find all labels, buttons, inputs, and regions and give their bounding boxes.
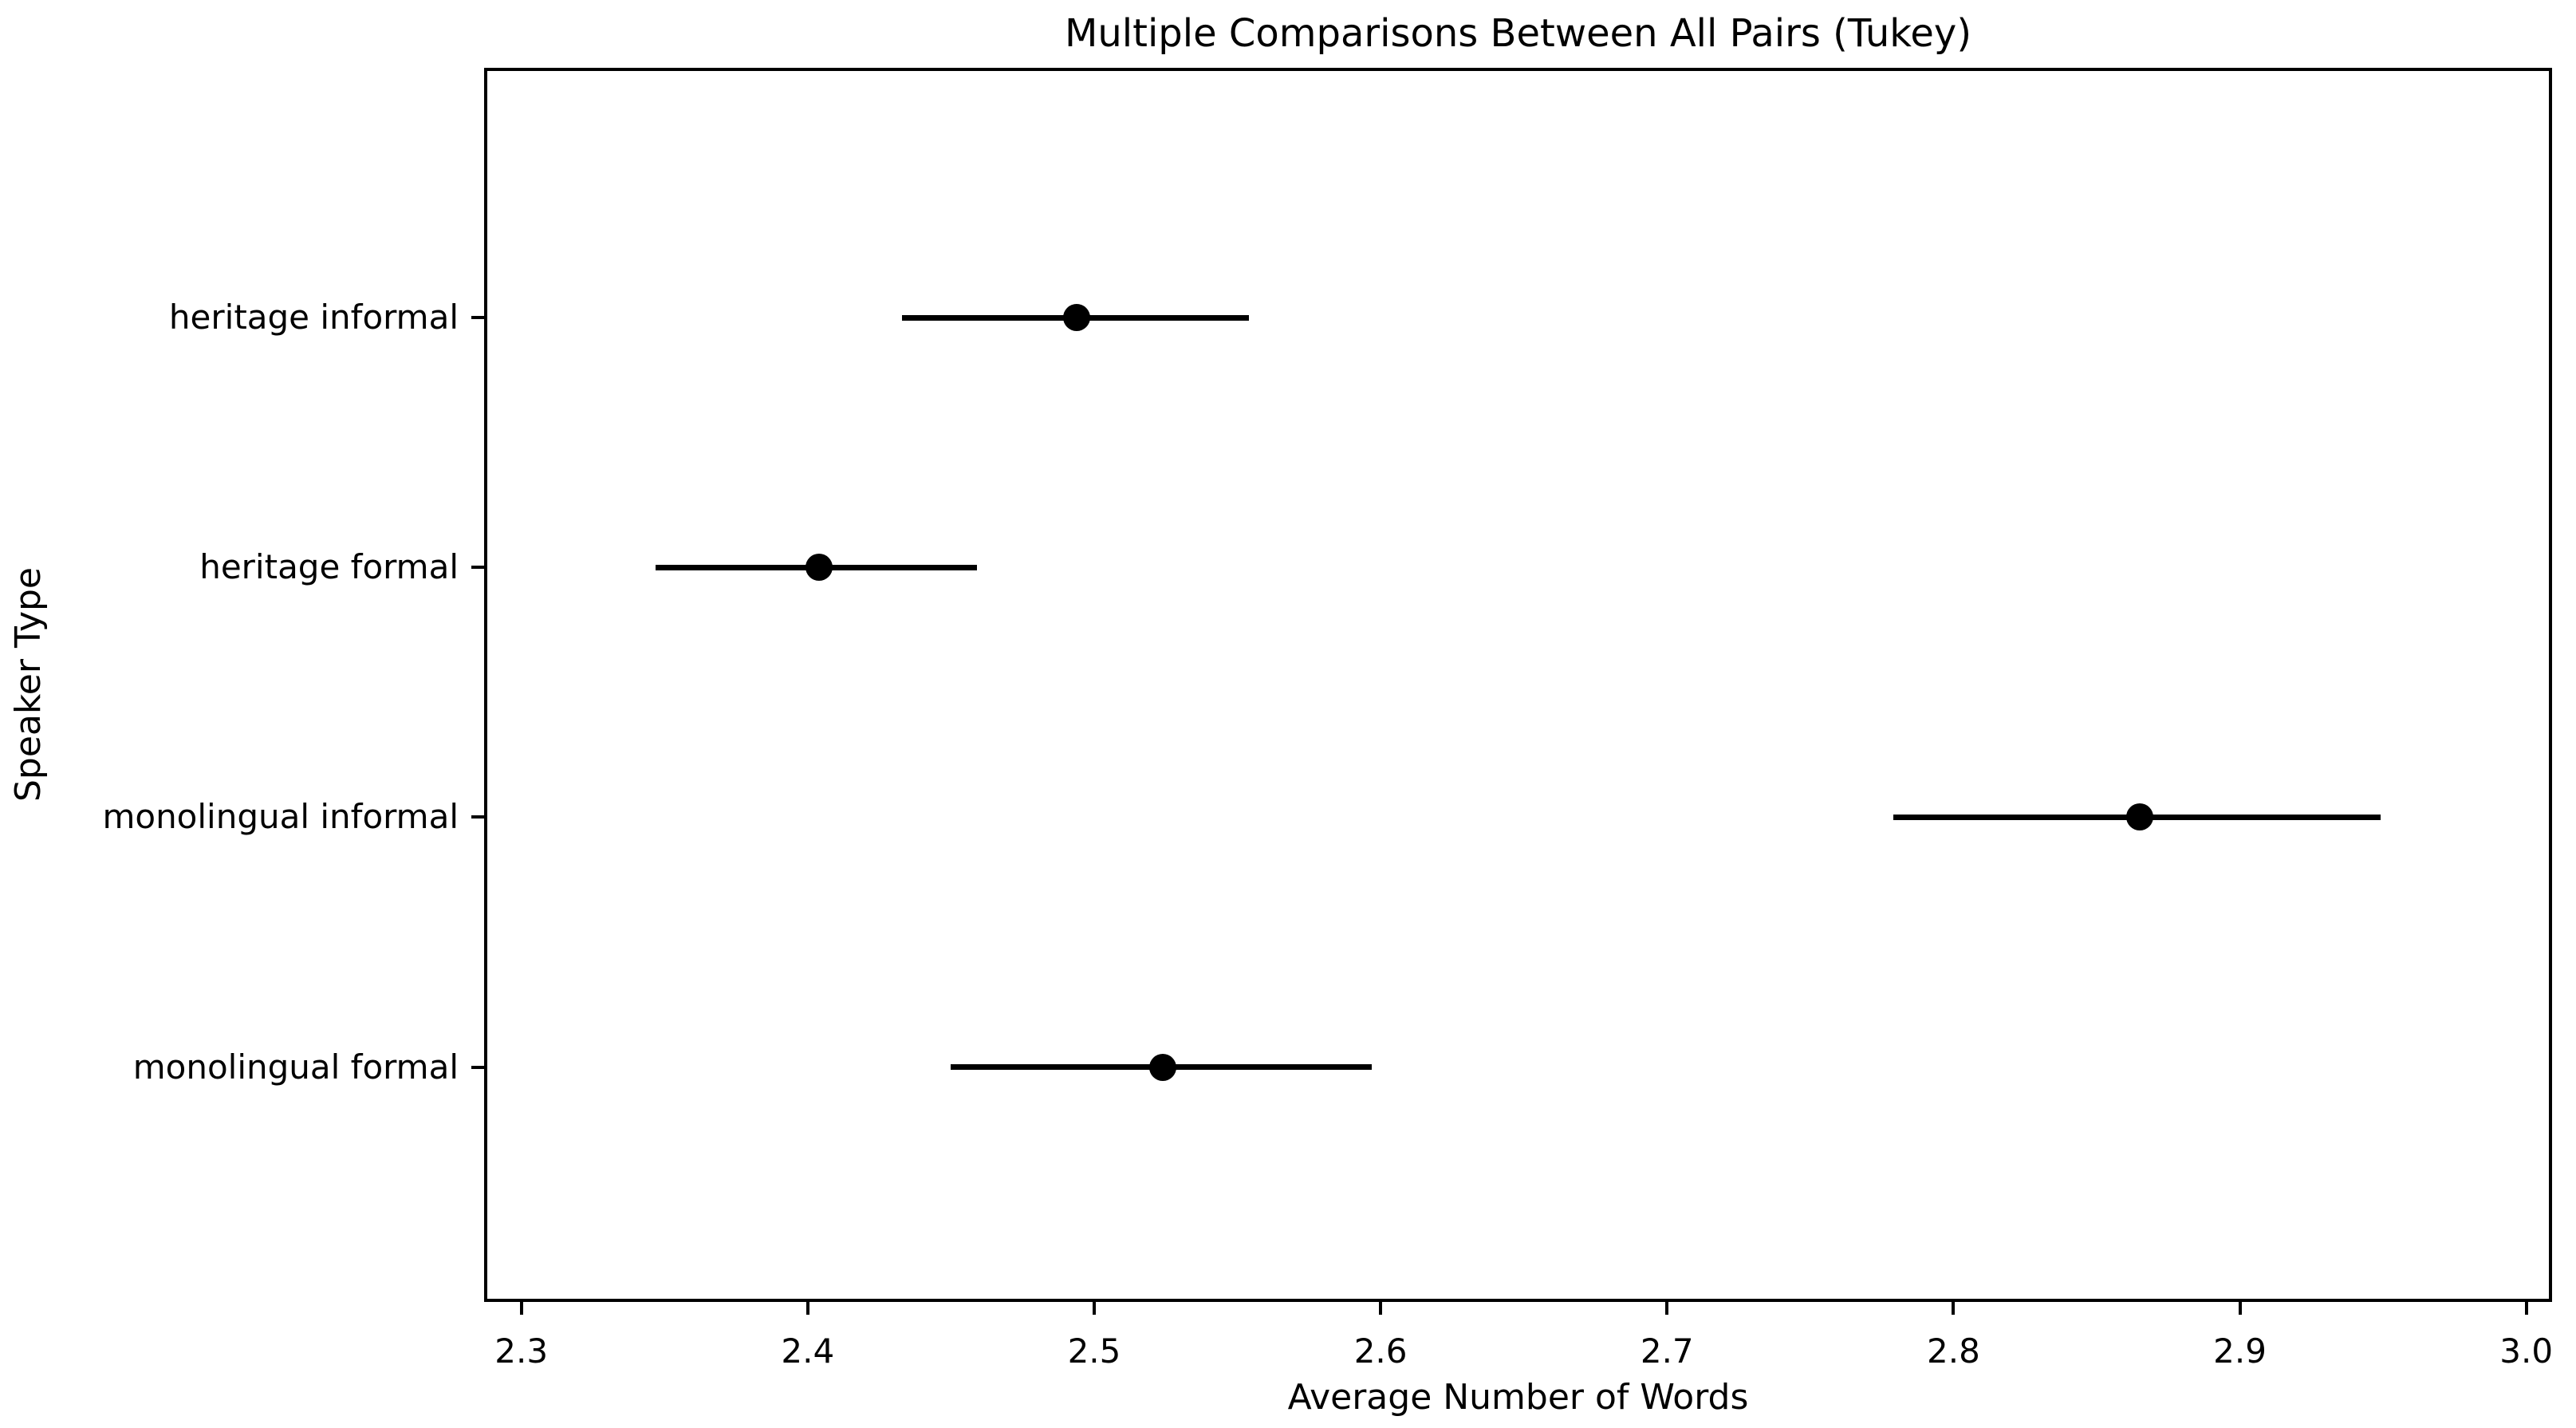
y-tick-label: heritage informal bbox=[168, 298, 459, 337]
x-tick-label: 2.5 bbox=[1067, 1331, 1121, 1371]
x-tick-label: 2.3 bbox=[494, 1331, 549, 1371]
chart-title: Multiple Comparisons Between All Pairs (… bbox=[1064, 11, 1972, 56]
x-tick-label: 2.9 bbox=[2213, 1331, 2267, 1371]
x-tick-mark bbox=[1379, 1302, 1383, 1315]
mean-marker bbox=[1149, 1053, 1177, 1081]
x-tick-mark bbox=[2524, 1302, 2528, 1315]
y-tick-label: heritage formal bbox=[199, 547, 459, 587]
x-tick-label: 2.8 bbox=[1926, 1331, 1980, 1371]
x-axis-label: Average Number of Words bbox=[1287, 1377, 1749, 1418]
y-tick-mark bbox=[471, 1065, 484, 1069]
y-tick-mark bbox=[471, 815, 484, 819]
y-axis-label: Speaker Type bbox=[8, 566, 49, 803]
x-tick-label: 2.7 bbox=[1640, 1331, 1694, 1371]
plot-area bbox=[484, 68, 2552, 1302]
mean-marker bbox=[805, 554, 833, 582]
x-tick-mark bbox=[2238, 1302, 2242, 1315]
y-tick-label: monolingual informal bbox=[102, 797, 459, 837]
y-tick-mark bbox=[471, 566, 484, 570]
x-tick-mark bbox=[1092, 1302, 1096, 1315]
x-tick-mark bbox=[805, 1302, 809, 1315]
y-tick-label: monolingual formal bbox=[132, 1047, 459, 1087]
x-tick-label: 3.0 bbox=[2499, 1331, 2554, 1371]
y-tick-mark bbox=[471, 316, 484, 320]
x-tick-label: 2.6 bbox=[1353, 1331, 1408, 1371]
x-tick-mark bbox=[1665, 1302, 1669, 1315]
x-tick-mark bbox=[519, 1302, 523, 1315]
mean-marker bbox=[2125, 803, 2153, 831]
x-tick-label: 2.4 bbox=[781, 1331, 835, 1371]
mean-marker bbox=[1063, 304, 1091, 332]
x-tick-mark bbox=[1952, 1302, 1956, 1315]
